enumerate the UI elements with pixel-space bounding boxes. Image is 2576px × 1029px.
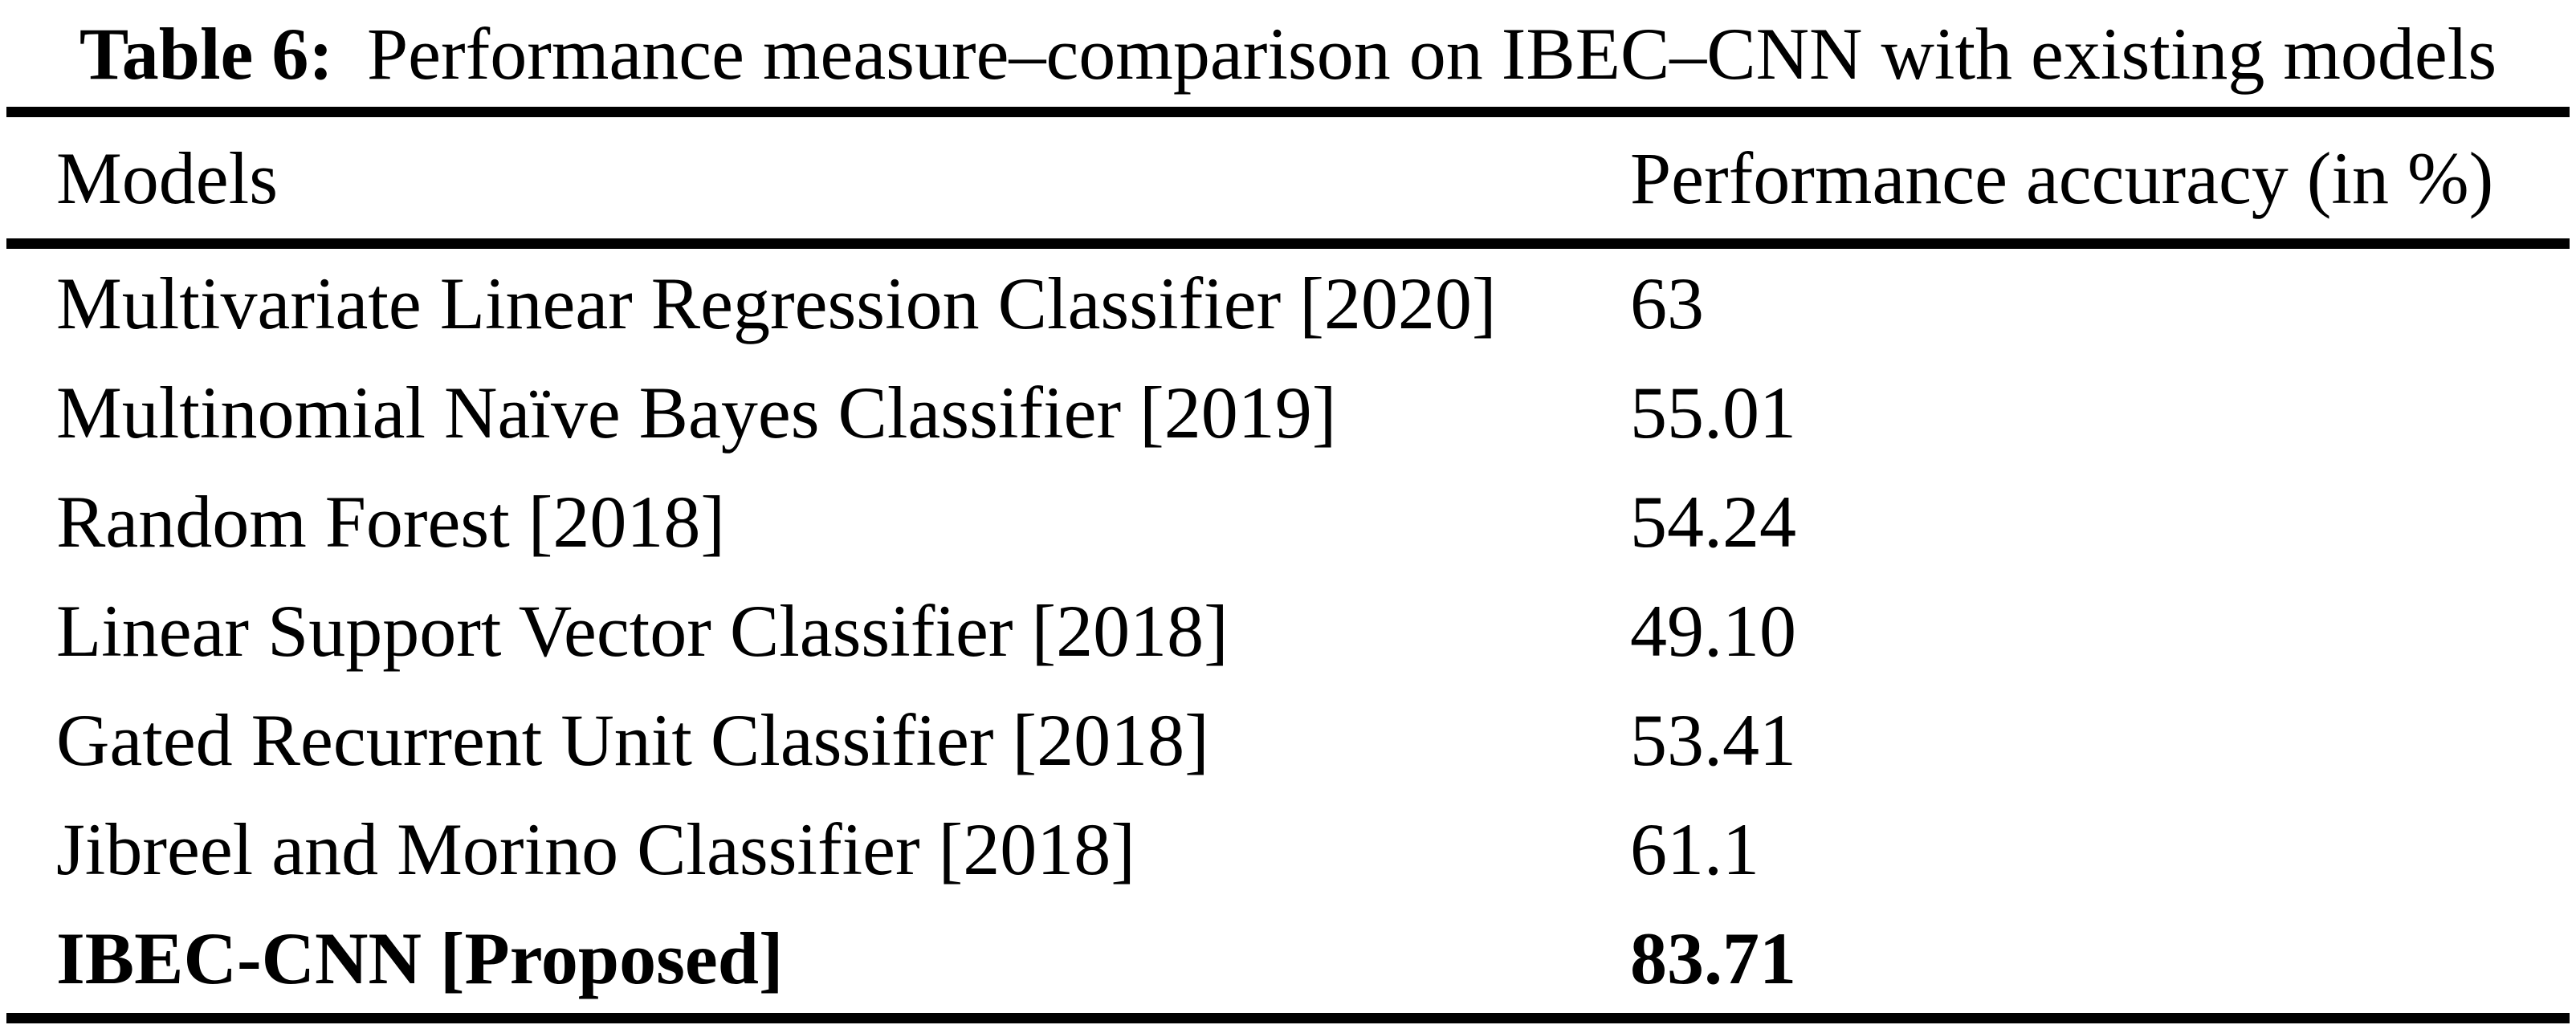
accuracy-value-cell: 53.41 (1630, 699, 1796, 781)
accuracy-value-cell: 54.24 (1630, 481, 1796, 563)
model-name-cell: Multivariate Linear Regression Classifie… (56, 262, 1497, 344)
column-header-models: Models (56, 136, 278, 219)
model-name-cell: Linear Support Vector Classifier [2018] (56, 590, 1229, 672)
model-name-cell: Random Forest [2018] (56, 481, 726, 563)
table-row-proposed: IBEC-CNN [Proposed] 83.71 (6, 904, 2570, 1013)
table-caption-label: Table 6: (79, 12, 333, 95)
table-row: Jibreel and Morino Classifier [2018] 61.… (6, 795, 2570, 904)
accuracy-value-cell: 55.01 (1630, 372, 1796, 453)
table-row: Linear Support Vector Classifier [2018] … (6, 576, 2570, 685)
accuracy-value-cell: 49.10 (1630, 590, 1796, 672)
accuracy-value-cell: 83.71 (1630, 917, 1796, 999)
model-name-cell: Multinomial Naïve Bayes Classifier [2019… (56, 372, 1337, 453)
accuracy-value-cell: 61.1 (1630, 808, 1759, 890)
table-caption: Table 6: Performance measure–comparison … (0, 0, 2576, 107)
table-row: Multivariate Linear Regression Classifie… (6, 249, 2570, 358)
table-caption-text: Performance measure–comparison on IBEC–C… (366, 12, 2497, 95)
table-row: Random Forest [2018] 54.24 (6, 467, 2570, 576)
model-name-cell: Jibreel and Morino Classifier [2018] (56, 808, 1135, 890)
table-header-row: Models Performance accuracy (in %) (6, 117, 2570, 249)
table-row: Multinomial Naïve Bayes Classifier [2019… (6, 358, 2570, 467)
accuracy-value-cell: 63 (1630, 262, 1704, 344)
table-row: Gated Recurrent Unit Classifier [2018] 5… (6, 685, 2570, 795)
performance-comparison-table: Models Performance accuracy (in %) Multi… (6, 107, 2570, 1023)
model-name-cell: Gated Recurrent Unit Classifier [2018] (56, 699, 1209, 781)
model-name-cell: IBEC-CNN [Proposed] (56, 917, 784, 999)
column-header-accuracy: Performance accuracy (in %) (1630, 136, 2494, 219)
